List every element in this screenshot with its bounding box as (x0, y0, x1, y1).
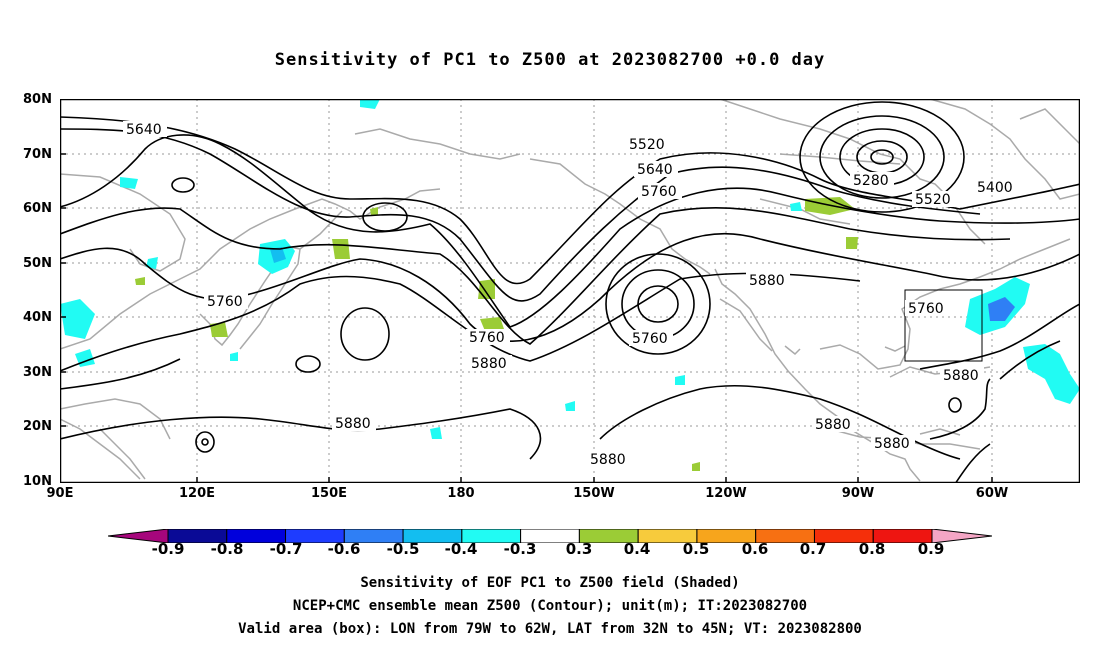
lat-label-50n: 50N (23, 256, 52, 271)
map-ticks (60, 99, 993, 483)
colorbar-right-tip (931, 529, 992, 543)
caption-shading: Sensitivity of EOF PC1 to Z500 field (Sh… (360, 575, 740, 591)
contour-label: 5880 (590, 452, 626, 468)
lon-label-120e: 120E (178, 486, 216, 501)
contour-label: 5520 (915, 192, 951, 208)
map-panel: 5640 5520 5640 5760 5280 5400 5520 5760 … (60, 99, 1080, 483)
lat-label-10n: 10N (23, 474, 52, 489)
lon-label-90w: 90W (841, 486, 875, 501)
contour-label: 5880 (471, 356, 507, 372)
lon-label-180: 180 (447, 486, 475, 501)
contour-label: 5280 (853, 173, 889, 189)
lat-label-70n: 70N (23, 147, 52, 162)
map-title: Sensitivity of PC1 to Z500 at 2023082700… (274, 50, 826, 70)
caption-contour: NCEP+CMC ensemble mean Z500 (Contour); u… (292, 598, 808, 614)
contour-label: 5520 (629, 137, 665, 153)
contour-label: 5880 (874, 436, 910, 452)
colorbar-label: 0.7 (799, 540, 827, 558)
contour-label: 5880 (943, 368, 979, 384)
colorbar (108, 529, 992, 543)
colorbar-label: -0.3 (503, 540, 537, 558)
lat-label-80n: 80N (23, 92, 52, 107)
map-frame (60, 99, 1080, 483)
map-gridlines (60, 99, 1080, 483)
colorbar-label: -0.4 (444, 540, 478, 558)
colorbar-cells (167, 529, 933, 543)
lon-label-120w: 120W (705, 486, 747, 501)
colorbar-label: -0.6 (327, 540, 361, 558)
lat-label-40n: 40N (23, 310, 52, 325)
colorbar-label: 0.6 (741, 540, 769, 558)
colorbar-label: -0.8 (210, 540, 244, 558)
contour-label: 5880 (335, 416, 371, 432)
contour-label: 5760 (908, 301, 944, 317)
contour-label: 5880 (815, 417, 851, 433)
colorbar-label: 0.8 (858, 540, 886, 558)
colorbar-label: 0.5 (682, 540, 710, 558)
colorbar-label: 0.9 (917, 540, 945, 558)
colorbar-label: 0.3 (565, 540, 593, 558)
contour-label: 5760 (469, 330, 505, 346)
lon-label-150w: 150W (573, 486, 615, 501)
contour-labels: 5640 5520 5640 5760 5280 5400 5520 5760 … (123, 121, 1018, 468)
contour-label: 5760 (207, 294, 243, 310)
lon-label-150e: 150E (310, 486, 348, 501)
contour-label: 5640 (126, 122, 162, 138)
colorbar-label: 0.4 (623, 540, 651, 558)
colorbar-label: -0.7 (269, 540, 303, 558)
valid-area-box (904, 289, 983, 362)
lon-label-60w: 60W (975, 486, 1009, 501)
contour-label: 5400 (977, 180, 1013, 196)
lat-label-30n: 30N (23, 365, 52, 380)
caption-valid-area: Valid area (box): LON from 79W to 62W, L… (238, 621, 862, 637)
contour-label: 5760 (632, 331, 668, 347)
colorbar-label: -0.5 (386, 540, 420, 558)
contour-label: 5640 (637, 162, 673, 178)
colorbar-label: -0.9 (151, 540, 185, 558)
contour-label: 5760 (641, 184, 677, 200)
lon-label-90e: 90E (46, 486, 74, 501)
lat-label-60n: 60N (23, 201, 52, 216)
contour-label: 5880 (749, 273, 785, 289)
lat-label-20n: 20N (23, 419, 52, 434)
